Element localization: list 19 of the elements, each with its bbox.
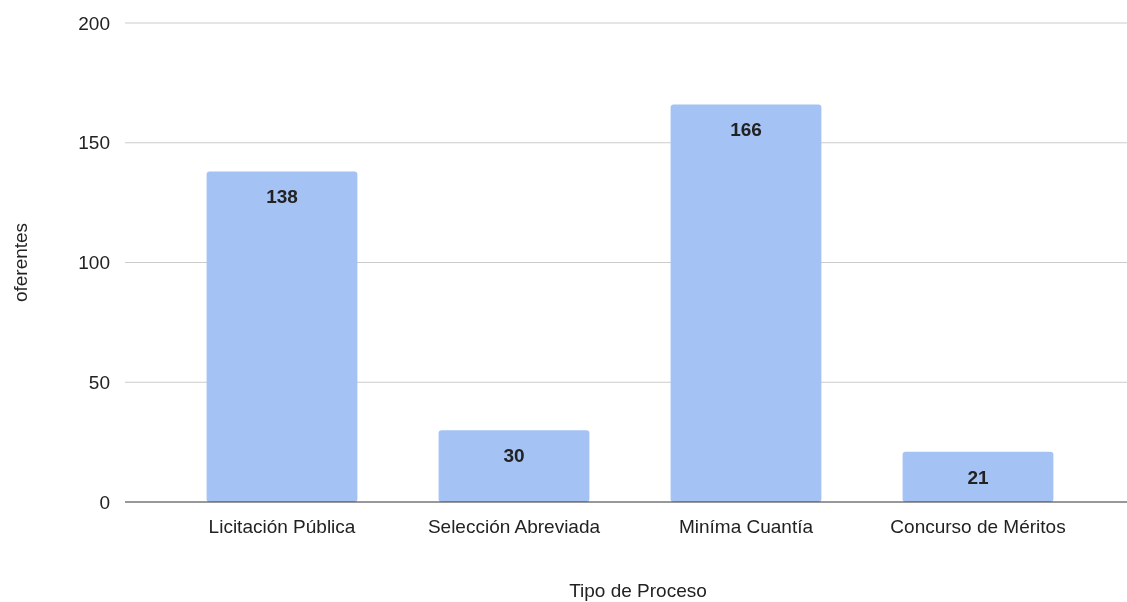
bar: [206, 171, 358, 502]
bar: [902, 451, 1054, 502]
x-tick-label: Concurso de Méritos: [890, 516, 1066, 537]
bar: [670, 104, 822, 502]
data-label: 30: [503, 445, 525, 467]
x-axis-title: Tipo de Proceso: [569, 580, 707, 601]
data-label: 21: [967, 466, 989, 488]
y-tick-label: 200: [78, 12, 110, 34]
x-tick-label: Selección Abreviada: [427, 516, 601, 537]
data-label: 138: [266, 186, 298, 208]
x-tick-label: Miníma Cuantía: [678, 516, 814, 537]
y-tick-label: 150: [78, 132, 110, 154]
y-axis-title: oferentes: [10, 222, 31, 303]
bar: [438, 430, 590, 502]
y-tick-label: 50: [88, 371, 110, 393]
x-tick-label: Licitación Pública: [208, 516, 356, 537]
y-tick-label: 100: [78, 252, 110, 274]
data-label: 166: [730, 119, 762, 141]
y-tick-label: 0: [99, 491, 110, 513]
